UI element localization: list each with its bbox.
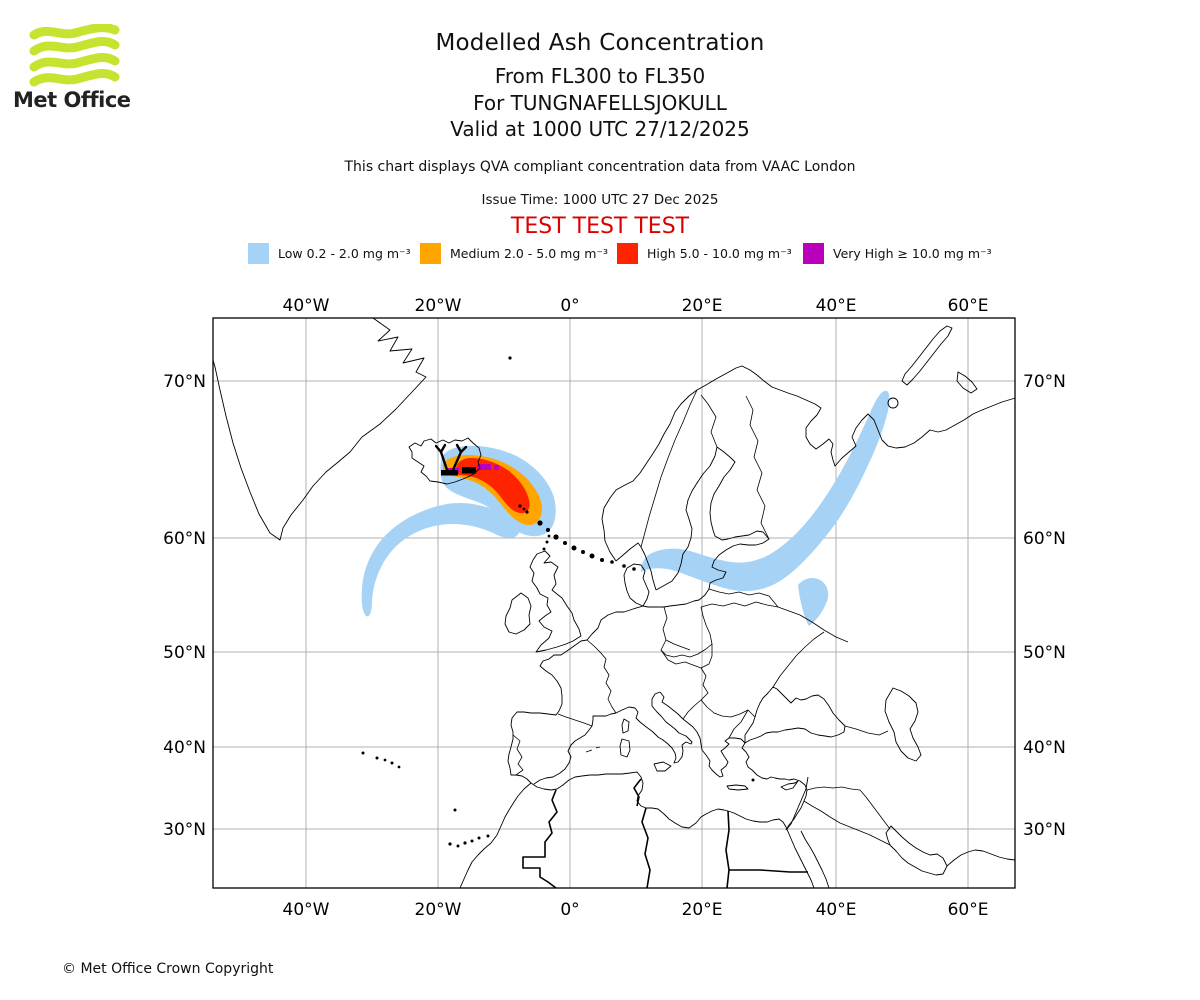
test-banner: TEST TEST TEST — [510, 214, 690, 239]
tick-label: 40°W — [283, 296, 330, 316]
coast-caspian-sea — [884, 687, 922, 762]
legend-label-very-high: Very High ≥ 10.0 mg m⁻³ — [833, 245, 992, 261]
legend-item-low: Low 0.2 - 2.0 mg m⁻³ — [248, 242, 411, 264]
tick-label: 40°E — [816, 296, 857, 316]
tick-label: 40°N — [163, 738, 206, 758]
coast-morocco-atlantic — [459, 782, 532, 889]
tick-label: 20°W — [415, 900, 462, 920]
coast-gulf-of-oman — [946, 849, 1016, 867]
legend-swatch-low — [248, 242, 269, 264]
latitude-labels-right: 70°N 60°N 50°N 40°N 30°N — [1023, 372, 1066, 840]
page-title: Modelled Ash Concentration — [435, 30, 765, 56]
island-sardinia — [619, 738, 631, 758]
coast-adriatic-greece-turkey — [659, 691, 808, 831]
coast-levant — [785, 776, 809, 831]
latitude-labels-left: 70°N 60°N 50°N 40°N 30°N — [163, 372, 206, 840]
tick-label: 0° — [560, 900, 579, 920]
coast-west-europe-iberia — [507, 605, 644, 784]
island-corsica — [621, 718, 630, 734]
legend-item-very-high: Very High ≥ 10.0 mg m⁻³ — [803, 242, 992, 264]
legend-label-medium: Medium 2.0 - 5.0 mg m⁻³ — [450, 245, 609, 261]
legend-swatch-medium — [420, 242, 441, 264]
met-office-brand-text: Met Office — [13, 88, 131, 112]
coast-norway-south — [615, 542, 657, 591]
island-kolguyev — [887, 397, 899, 409]
coast-norway-arctic-russia — [601, 365, 1016, 562]
island-sicily — [653, 761, 672, 772]
ash-low-scattered-dots — [537, 520, 636, 571]
tick-label: 0° — [560, 296, 579, 316]
tick-label: 60°N — [1023, 529, 1066, 549]
coastlines — [212, 317, 1016, 889]
small-islands — [361, 356, 755, 848]
country-borders — [512, 389, 891, 846]
tick-label: 70°N — [1023, 372, 1066, 392]
tick-label: 40°E — [816, 900, 857, 920]
longitude-labels-top: 40°W 20°W 0° 20°E 40°E 60°E — [283, 296, 989, 316]
legend-item-medium: Medium 2.0 - 5.0 mg m⁻³ — [420, 242, 608, 264]
tick-label: 50°N — [163, 643, 206, 663]
volcano-eruption-marker-icon — [434, 443, 476, 476]
met-office-logo — [29, 24, 120, 87]
coast-red-sea-arabia — [800, 830, 830, 889]
coast-denmark — [623, 563, 650, 607]
tick-label: 20°E — [682, 900, 723, 920]
coast-great-britain — [529, 550, 582, 653]
subtitle-valid-time: Valid at 1000 UTC 27/12/2025 — [450, 117, 750, 141]
legend-swatch-very-high — [803, 242, 824, 264]
qva-description: This chart displays QVA compliant concen… — [344, 159, 856, 175]
coast-north-africa — [530, 771, 815, 889]
coast-persian-gulf — [885, 825, 948, 876]
coast-black-sea — [744, 686, 846, 744]
legend-swatch-high — [617, 242, 638, 264]
tick-label: 50°N — [1023, 643, 1066, 663]
coast-iceland — [408, 437, 482, 485]
legend-item-high: High 5.0 - 10.0 mg m⁻³ — [617, 242, 792, 264]
tick-label: 20°W — [415, 296, 462, 316]
ash-low-concentration-area — [361, 390, 890, 626]
tick-label: 40°W — [283, 900, 330, 920]
coast-sweden-baltic — [642, 446, 770, 608]
copyright-notice: © Met Office Crown Copyright — [62, 961, 274, 977]
tick-label: 60°E — [948, 900, 989, 920]
longitude-labels-bottom: 40°W 20°W 0° 20°E 40°E 60°E — [283, 900, 989, 920]
legend-label-high: High 5.0 - 10.0 mg m⁻³ — [647, 245, 792, 261]
subtitle-flight-levels: From FL300 to FL350 — [494, 64, 706, 88]
coast-greenland — [212, 317, 427, 541]
island-vaygach — [956, 371, 978, 394]
coast-ireland — [504, 592, 532, 635]
graticule-grid — [213, 318, 1015, 888]
issue-time: Issue Time: 1000 UTC 27 Dec 2025 — [481, 192, 719, 208]
logo-waves-icon — [29, 24, 120, 87]
legend-label-low: Low 0.2 - 2.0 mg m⁻³ — [278, 245, 411, 261]
island-cyprus — [780, 780, 799, 791]
tick-label: 20°E — [682, 296, 723, 316]
map-frame — [212, 317, 1016, 889]
tick-label: 70°N — [163, 372, 206, 392]
subtitle-volcano: For TUNGNAFELLSJOKULL — [473, 91, 727, 115]
coast-med-spain-france-italy — [533, 691, 693, 785]
island-novaya-zemlya — [901, 325, 953, 386]
island-crete — [726, 784, 749, 791]
islands-balearic — [585, 746, 601, 753]
tick-label: 30°N — [163, 820, 206, 840]
tick-label: 60°N — [163, 529, 206, 549]
tick-label: 40°N — [1023, 738, 1066, 758]
tick-label: 30°N — [1023, 820, 1066, 840]
africa-borders — [522, 778, 808, 889]
tick-label: 60°E — [948, 296, 989, 316]
